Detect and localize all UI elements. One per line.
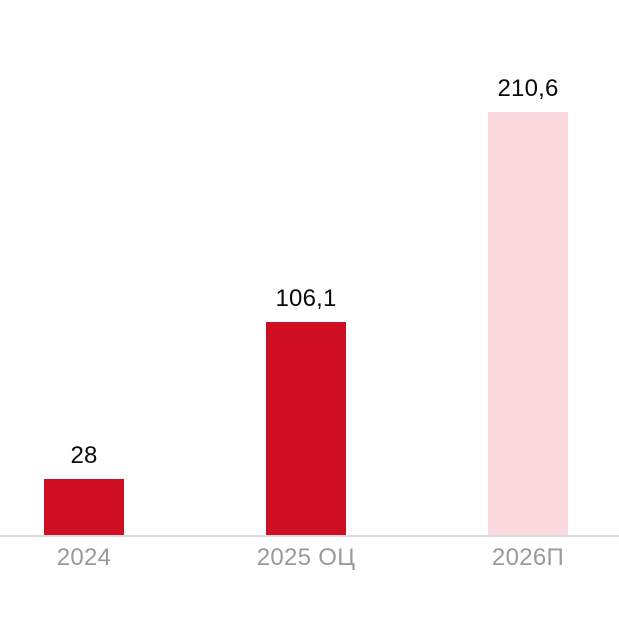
bar-2026-forecast bbox=[488, 112, 568, 535]
x-axis-tick-label-2024: 2024 bbox=[56, 544, 112, 571]
x-axis-tick-label-2026: 2026П bbox=[491, 544, 565, 571]
bar-value-label: 210,6 bbox=[497, 75, 559, 102]
x-axis-line bbox=[0, 535, 619, 537]
bar-value-label: 28 bbox=[70, 442, 98, 469]
bar-2024 bbox=[44, 479, 124, 535]
bar-column-2026: 210,6 bbox=[488, 77, 568, 535]
x-axis-tick-labels: 2024 2025 ОЦ 2026П bbox=[0, 546, 619, 576]
plot-area: 28 106,1 210,6 bbox=[44, 77, 568, 535]
bar-column-2025: 106,1 bbox=[266, 287, 346, 535]
bar-column-2024: 28 bbox=[44, 444, 124, 535]
x-axis-tick-label-2025: 2025 ОЦ bbox=[256, 544, 356, 571]
bar-2025 bbox=[266, 322, 346, 535]
bar-value-label: 106,1 bbox=[275, 285, 337, 312]
